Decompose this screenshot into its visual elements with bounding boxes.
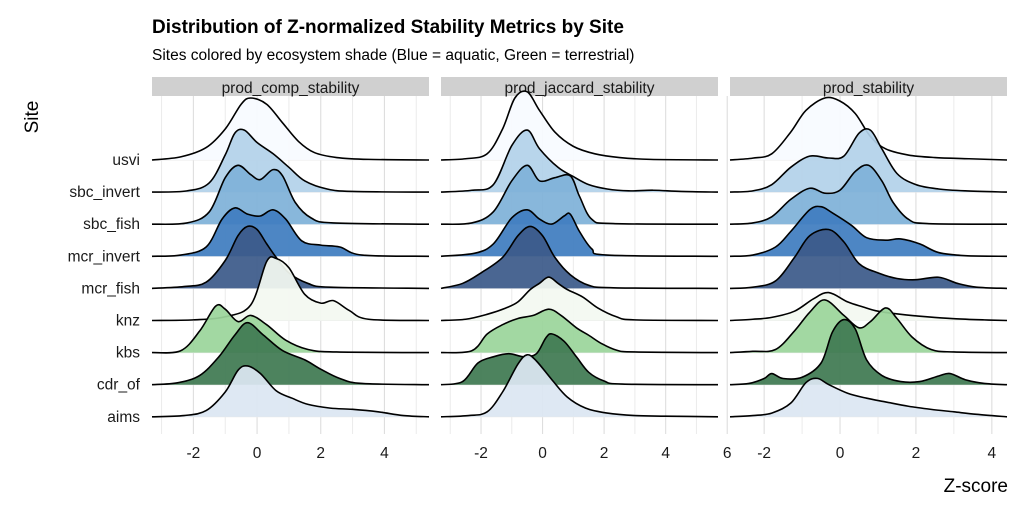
strip-prod-stability bbox=[730, 77, 1007, 96]
ridge-fill-knz bbox=[730, 292, 1007, 321]
ridge-line-aims bbox=[440, 353, 719, 418]
ridge-line-sbc-invert bbox=[440, 129, 719, 193]
site-label-knz: knz bbox=[116, 313, 140, 330]
ridge-fill-knz bbox=[441, 277, 718, 321]
ridge-line-cdr-of bbox=[729, 318, 1008, 386]
ridge-line-kbs bbox=[729, 299, 1008, 354]
site-label-kbs: kbs bbox=[116, 345, 140, 362]
ridge-line-mcr-fish bbox=[151, 225, 430, 290]
ridge-fill-usvi bbox=[730, 97, 1007, 160]
x-tick-label: 0 bbox=[538, 445, 547, 462]
site-label-cdr-of: cdr_of bbox=[97, 377, 141, 394]
ridge-line-kbs bbox=[151, 303, 430, 354]
ridge-fill-aims bbox=[441, 354, 718, 417]
site-label-aims: aims bbox=[107, 409, 140, 426]
strip-label-prod-comp-stability: prod_comp_stability bbox=[222, 80, 360, 97]
ridge-fill-mcr-invert bbox=[152, 207, 429, 257]
ridge-fill-aims bbox=[152, 365, 429, 417]
site-label-mcr-invert: mcr_invert bbox=[68, 248, 141, 265]
ridge-fill-cdr-of bbox=[152, 322, 429, 385]
ridge-line-aims bbox=[151, 365, 430, 418]
x-tick-label: -2 bbox=[474, 445, 488, 462]
ridge-fill-usvi bbox=[441, 91, 718, 160]
x-tick-label: 0 bbox=[836, 445, 845, 462]
ridge-line-cdr-of bbox=[440, 332, 719, 386]
x-tick-label: 2 bbox=[912, 445, 921, 462]
ridge-line-mcr-invert bbox=[729, 205, 1008, 258]
x-tick-label: 0 bbox=[253, 445, 262, 462]
ridge-fill-sbc-fish bbox=[730, 164, 1007, 225]
ridge-line-sbc-fish bbox=[151, 164, 430, 226]
ridge-line-sbc-fish bbox=[440, 164, 719, 226]
ridge-fill-kbs bbox=[730, 299, 1007, 353]
ridge-line-aims bbox=[729, 377, 1008, 418]
ridge-fill-knz bbox=[152, 256, 429, 321]
ridge-line-sbc-invert bbox=[729, 128, 1008, 193]
ridge-line-mcr-invert bbox=[151, 207, 430, 258]
panel-prod-comp-stability: prod_comp_stability -2 0 2 4 bbox=[151, 77, 430, 462]
x-tick-label: 4 bbox=[988, 445, 997, 462]
ridge-fill-aims bbox=[730, 378, 1007, 417]
site-label-sbc-fish: sbc_fish bbox=[83, 216, 140, 233]
ridge-fill-kbs bbox=[152, 304, 429, 353]
ridge-fill-cdr-of bbox=[441, 333, 718, 385]
x-tick-label: 4 bbox=[661, 445, 670, 462]
ridge-line-usvi bbox=[729, 96, 1008, 161]
panel-prod-stability: prod_stability -2 0 2 4 bbox=[729, 77, 1008, 462]
ridge-line-sbc-fish bbox=[729, 164, 1008, 225]
y-axis-title: Site bbox=[22, 101, 43, 134]
ridge-fill-mcr-fish bbox=[730, 229, 1007, 289]
site-label-mcr-fish: mcr_fish bbox=[81, 280, 140, 297]
ridge-line-mcr-fish bbox=[440, 225, 719, 290]
ridge-line-usvi bbox=[151, 97, 430, 161]
ridge-fill-sbc-invert bbox=[152, 129, 429, 193]
ridge-fill-sbc-invert bbox=[730, 128, 1007, 193]
x-tick-label: 2 bbox=[600, 445, 609, 462]
ridge-fill-sbc-fish bbox=[441, 165, 718, 225]
x-tick-label: 4 bbox=[380, 445, 389, 462]
ridge-line-knz bbox=[440, 276, 719, 322]
x-tick-label: -2 bbox=[186, 445, 200, 462]
site-label-usvi: usvi bbox=[112, 152, 140, 169]
panel-prod-jaccard-stability: prod_jaccard_stability -2 0 2 4 6 bbox=[440, 77, 732, 462]
ridge-line-kbs bbox=[440, 308, 719, 354]
x-axis-title: Z-score bbox=[944, 476, 1008, 497]
ridge-line-mcr-fish bbox=[729, 228, 1008, 290]
strip-prod-comp-stability bbox=[152, 77, 429, 96]
ridge-fill-mcr-fish bbox=[441, 226, 718, 289]
ridge-line-cdr-of bbox=[151, 321, 430, 386]
ridge-fill-usvi bbox=[152, 98, 429, 160]
site-label-sbc-invert: sbc_invert bbox=[69, 184, 140, 201]
chart-title: Distribution of Z-normalized Stability M… bbox=[152, 17, 624, 38]
ridge-fill-mcr-fish bbox=[152, 226, 429, 289]
ridge-fill-mcr-invert bbox=[730, 206, 1007, 257]
x-tick-label: 6 bbox=[723, 445, 732, 462]
ridge-line-knz bbox=[729, 291, 1008, 322]
panels: prod_comp_stability-2 0 2 4prod_jaccard_sta… bbox=[151, 77, 1008, 462]
strip-prod-jaccard-stability bbox=[441, 77, 718, 96]
strip-label-prod-stability: prod_stability bbox=[823, 80, 915, 97]
ridge-fill-cdr-of bbox=[730, 319, 1007, 385]
site-labels: usvi sbc_invert sbc_fish mcr_invert mcr_fish… bbox=[68, 152, 141, 426]
ridge-fill-kbs bbox=[441, 309, 718, 353]
chart-subtitle: Sites colored by ecosystem shade (Blue =… bbox=[152, 47, 634, 64]
x-tick-label: 2 bbox=[316, 445, 325, 462]
strip-label-prod-jaccard-stability: prod_jaccard_stability bbox=[505, 80, 655, 97]
ridge-fill-sbc-invert bbox=[441, 130, 718, 193]
x-tick-label: -2 bbox=[757, 445, 771, 462]
ridge-fill-mcr-invert bbox=[441, 209, 718, 257]
ridge-line-usvi bbox=[440, 90, 719, 161]
ridge-line-sbc-invert bbox=[151, 128, 430, 193]
ridge-line-mcr-invert bbox=[440, 208, 719, 258]
